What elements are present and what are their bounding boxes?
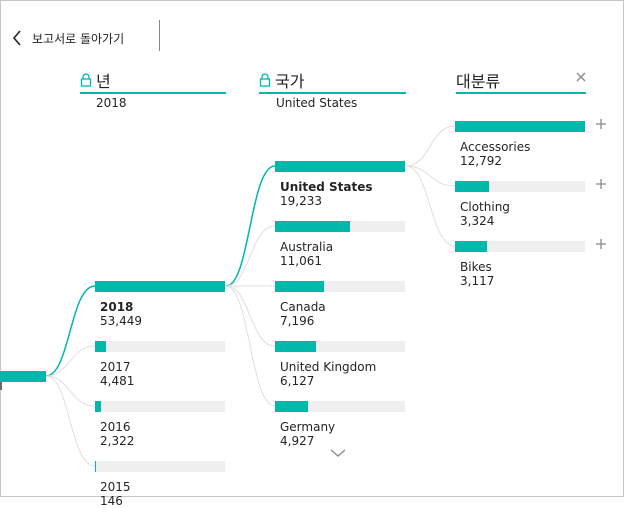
column-title-country: 국가 [275, 72, 305, 91]
node-bar [455, 121, 585, 132]
chevron-down-icon[interactable] [330, 448, 346, 458]
tree-node-country[interactable]: Germany 4,927 [275, 401, 405, 448]
lock-icon [80, 73, 92, 87]
node-label: United States [280, 180, 373, 194]
node-bar-fill [275, 281, 324, 292]
node-bar-fill [455, 121, 585, 132]
column-filter-year: 2018 [96, 96, 127, 110]
chevron-left-icon [12, 30, 22, 46]
node-value: 146 [100, 494, 123, 508]
node-value: 12,792 [460, 154, 502, 168]
connector-root-2016 [45, 375, 96, 407]
connector-us-accessories [405, 125, 456, 167]
node-bar [275, 161, 405, 172]
column-title-year: 년 [96, 72, 111, 91]
node-bar [455, 241, 585, 252]
node-bar-fill [275, 401, 308, 412]
column-filter-country: United States [276, 96, 358, 110]
back-to-report-button[interactable]: 보고서로 돌아가기 [12, 26, 124, 50]
node-value: 4,481 [100, 374, 135, 388]
connector-2018-us [225, 165, 276, 287]
lock-icon [259, 73, 271, 87]
tree-node-year[interactable]: 2016 2,322 [95, 401, 225, 448]
connector-root-2018 [45, 285, 96, 377]
node-bar-fill [95, 281, 225, 292]
root-scroll-indicator [0, 382, 2, 390]
column-header-year[interactable]: 년 [80, 68, 226, 94]
node-bar [455, 181, 585, 192]
tree-node-category[interactable]: Accessories 12,792 [455, 119, 606, 168]
node-label: 2015 [100, 480, 131, 494]
node-bar-fill [95, 461, 96, 472]
node-bar-fill [455, 241, 487, 252]
node-value: 3,324 [460, 214, 495, 228]
node-bar [95, 401, 225, 412]
plus-icon[interactable] [595, 238, 607, 250]
node-bar [95, 281, 225, 292]
node-value: 11,061 [280, 254, 322, 268]
root-total-bar[interactable] [0, 371, 46, 382]
node-bar-fill [95, 341, 106, 352]
connector-2018-australia [225, 225, 276, 287]
node-bar [95, 341, 225, 352]
connector-root-2017 [45, 345, 96, 377]
plus-icon[interactable] [595, 118, 607, 130]
tree-node-year[interactable]: 2018 53,449 [95, 281, 225, 328]
node-bar-fill [95, 401, 101, 412]
tree-node-country[interactable]: Australia 11,061 [275, 221, 405, 268]
tree-node-country[interactable]: Canada 7,196 [275, 281, 405, 328]
node-bar-fill [455, 181, 489, 192]
node-value: 6,127 [280, 374, 315, 388]
node-bar [275, 221, 405, 232]
node-label: United Kingdom [280, 360, 377, 374]
node-value: 19,233 [280, 194, 322, 208]
tree-node-country[interactable]: United Kingdom 6,127 [275, 341, 405, 388]
node-label: 2016 [100, 420, 131, 434]
plus-icon[interactable] [595, 178, 607, 190]
tree-node-category[interactable]: Bikes 3,117 [455, 239, 606, 288]
node-bar [275, 281, 405, 292]
node-label: 2017 [100, 360, 131, 374]
tree-node-category[interactable]: Clothing 3,324 [455, 179, 606, 228]
node-bar [275, 401, 405, 412]
node-label: Canada [280, 300, 326, 314]
column-header-country[interactable]: 국가 [259, 68, 406, 94]
node-bar-fill [275, 161, 405, 172]
node-value: 53,449 [100, 314, 142, 328]
connector-us-bikes [405, 165, 456, 247]
node-bar-fill [275, 221, 350, 232]
connector-root-2015 [45, 375, 96, 467]
node-value: 2,322 [100, 434, 135, 448]
node-label: Clothing [460, 200, 510, 214]
back-to-report-label: 보고서로 돌아가기 [32, 31, 125, 46]
connector-2018-germany [225, 285, 276, 407]
node-label: Accessories [460, 140, 531, 154]
column-header-category[interactable]: 대분류 [456, 68, 586, 94]
node-label: Germany [280, 420, 336, 434]
tree-node-country[interactable]: United States 19,233 [275, 161, 405, 208]
node-bar [275, 341, 405, 352]
connector-2018-uk [225, 285, 276, 347]
node-label: Bikes [460, 260, 492, 274]
node-label: Australia [280, 240, 334, 254]
tree-connectors [45, 125, 456, 467]
node-value: 7,196 [280, 314, 315, 328]
connector-us-clothing [405, 165, 456, 187]
node-value: 4,927 [280, 434, 315, 448]
node-bar [95, 461, 225, 472]
tree-node-year[interactable]: 2017 4,481 [95, 341, 225, 388]
header-divider [159, 20, 160, 51]
column-title-category: 대분류 [456, 72, 501, 91]
node-bar-fill [275, 341, 316, 352]
node-value: 3,117 [460, 274, 495, 288]
node-label: 2018 [100, 300, 134, 314]
close-icon[interactable] [576, 72, 586, 82]
tree-node-year[interactable]: 2015 146 [95, 461, 225, 508]
